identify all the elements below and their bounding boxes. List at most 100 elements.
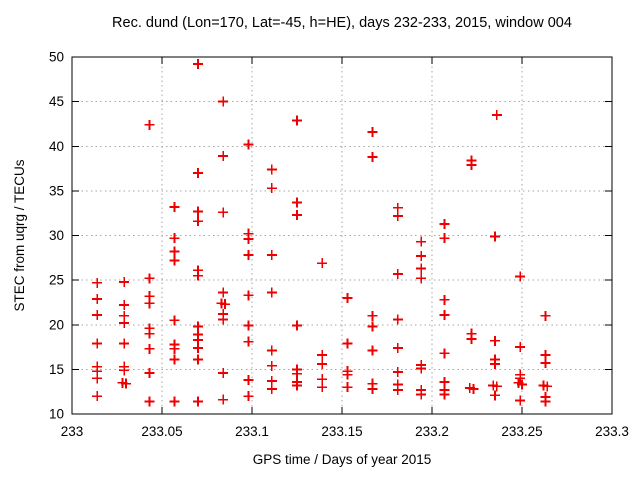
data-point (193, 59, 203, 70)
data-point (490, 335, 500, 346)
data-point (367, 321, 378, 332)
x-axis-label: GPS time / Days of year 2015 (253, 452, 432, 467)
data-point (342, 369, 353, 380)
data-point (416, 363, 427, 374)
y-tick-label: 40 (49, 139, 64, 154)
data-point (193, 354, 203, 365)
data-point (367, 345, 378, 356)
data-point (416, 263, 427, 274)
data-point (292, 380, 302, 391)
data-point (169, 201, 180, 212)
data-point (169, 396, 180, 407)
data-point (540, 310, 551, 321)
data-point (144, 328, 155, 339)
data-point (416, 251, 427, 262)
data-point (243, 290, 254, 301)
data-point (144, 396, 155, 407)
data-point (193, 270, 203, 281)
data-point (517, 379, 527, 390)
data-point (218, 96, 229, 107)
data-point (193, 396, 203, 407)
data-point (439, 309, 450, 320)
data-point (392, 384, 403, 395)
data-point (119, 300, 130, 311)
data-point (392, 314, 403, 325)
data-point (515, 373, 526, 384)
data-point (243, 250, 254, 261)
data-point (416, 389, 427, 400)
data-point (292, 115, 302, 126)
data-point (490, 390, 500, 401)
data-point (515, 395, 526, 406)
data-point (243, 375, 254, 386)
data-point (392, 342, 403, 353)
grid-layer (72, 57, 612, 414)
data-point (92, 309, 103, 320)
y-tick-label: 10 (49, 407, 64, 422)
data-point (266, 384, 277, 395)
data-point (266, 360, 277, 371)
data-point (169, 354, 180, 365)
data-point (468, 384, 479, 395)
data-point (218, 207, 229, 218)
data-point (292, 197, 302, 208)
data-point (367, 310, 378, 321)
data-point (218, 287, 229, 298)
data-point (515, 342, 526, 353)
data-point (490, 231, 500, 242)
data-point (218, 314, 229, 325)
data-point (218, 394, 229, 405)
data-point (491, 381, 502, 392)
data-point (266, 287, 277, 298)
data-point (144, 119, 155, 130)
data-point (119, 365, 130, 376)
data-point (367, 151, 378, 162)
data-point (367, 126, 378, 137)
y-tick-label: 15 (49, 362, 64, 377)
data-point (119, 276, 130, 287)
data-point (243, 320, 254, 331)
data-point (542, 381, 553, 392)
data-point (515, 271, 526, 282)
x-tick-label: 233.3 (595, 424, 629, 439)
data-point (342, 382, 353, 393)
data-point (169, 246, 180, 257)
data-point (266, 345, 277, 356)
data-point (367, 384, 378, 395)
data-point (466, 159, 477, 170)
data-point (193, 168, 203, 179)
y-tick-label: 20 (49, 317, 64, 332)
data-point (144, 298, 155, 309)
y-tick-label: 30 (49, 228, 64, 243)
y-tick-label: 50 (49, 50, 64, 65)
data-point (243, 139, 254, 150)
data-point (266, 250, 277, 261)
data-point (392, 210, 403, 221)
chart-title: Rec. dund (Lon=170, Lat=-45, h=HE), days… (112, 15, 572, 31)
data-point (193, 216, 203, 227)
data-point (292, 209, 302, 220)
data-point (169, 255, 180, 266)
data-point (92, 277, 103, 288)
data-point (317, 258, 328, 269)
data-point (220, 299, 230, 310)
data-point (466, 334, 477, 345)
data-point (317, 350, 328, 361)
data-point (491, 110, 502, 121)
data-point (169, 343, 180, 354)
data-point (119, 317, 130, 328)
data-point (193, 206, 203, 217)
x-tick-label: 233 (61, 424, 84, 439)
data-point (266, 164, 277, 175)
data-points-layer (92, 59, 553, 407)
data-point (342, 338, 353, 349)
data-point (317, 382, 328, 393)
x-tick-label: 233.25 (501, 424, 542, 439)
data-point (266, 183, 277, 194)
data-point (169, 233, 180, 244)
data-point (439, 233, 450, 244)
data-point (439, 218, 450, 229)
y-tick-label: 25 (49, 273, 64, 288)
data-point (540, 396, 551, 407)
